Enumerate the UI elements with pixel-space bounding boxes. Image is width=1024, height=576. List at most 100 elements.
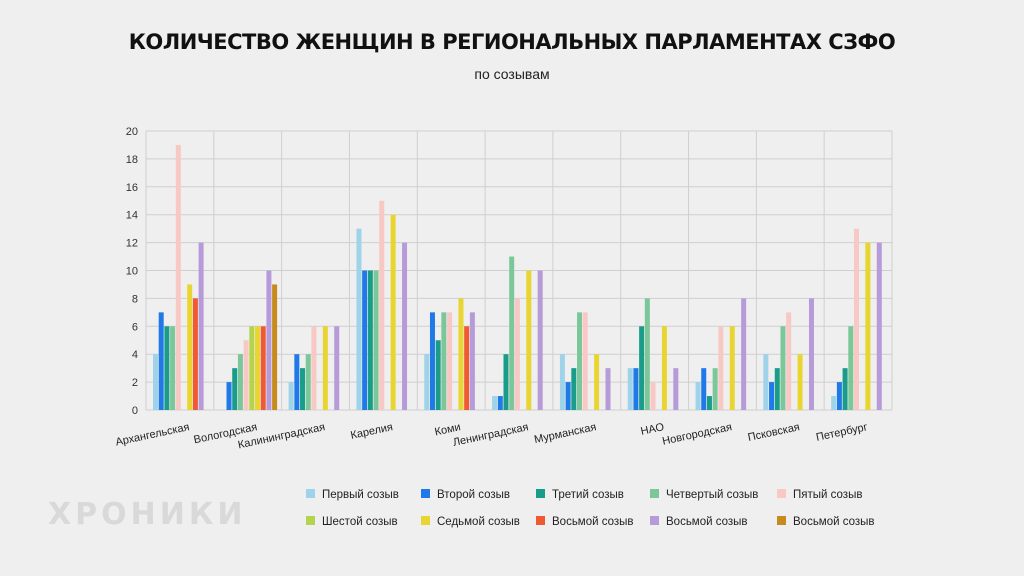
legend-label: Восьмой созыв: [666, 516, 748, 528]
y-tick-label: 12: [126, 238, 138, 250]
bar: [464, 326, 469, 410]
legend-swatch: [421, 516, 430, 525]
bar: [424, 354, 429, 410]
bar: [159, 312, 164, 410]
bar: [651, 382, 656, 410]
bar: [639, 326, 644, 410]
legend-label: Первый созыв: [322, 489, 399, 501]
legend-label: Седьмой созыв: [437, 516, 520, 528]
bar: [509, 257, 514, 410]
bar: [272, 284, 277, 410]
bar: [538, 271, 543, 411]
y-tick-label: 20: [126, 126, 138, 138]
bar: [227, 382, 232, 410]
bar: [786, 312, 791, 410]
bar: [300, 368, 305, 410]
y-tick-label: 8: [132, 293, 138, 305]
bar: [503, 354, 508, 410]
bar: [865, 243, 870, 410]
bar: [306, 354, 311, 410]
bar: [769, 382, 774, 410]
bar: [391, 215, 396, 410]
legend-swatch: [306, 516, 315, 525]
bar: [843, 368, 848, 410]
y-tick-label: 0: [132, 405, 138, 417]
legend-label: Третий созыв: [552, 489, 624, 501]
bar: [713, 368, 718, 410]
legend-label: Восьмой созыв: [552, 516, 634, 528]
bar: [606, 368, 611, 410]
bar: [854, 229, 859, 410]
bar: [187, 284, 192, 410]
y-axis-ticks: 02468101214161820: [126, 126, 138, 417]
x-tick-label: Ленинградская: [452, 421, 530, 449]
bar: [877, 243, 882, 410]
bar: [673, 368, 678, 410]
legend-label: Шестой созыв: [322, 516, 398, 528]
bar: [458, 298, 463, 410]
bar: [334, 326, 339, 410]
legend-label: Второй созыв: [437, 489, 510, 501]
bar: [470, 312, 475, 410]
bar: [374, 271, 379, 411]
bar-chart: 02468101214161820 Архангельская Вологодск…: [0, 0, 1024, 576]
bar: [498, 396, 503, 410]
bar: [718, 326, 723, 410]
legend-swatch: [536, 489, 545, 498]
bar: [249, 326, 254, 410]
x-tick-label: Карелия: [350, 421, 395, 442]
x-tick-label: Мурманская: [533, 421, 597, 446]
x-tick-label: Архангельская: [114, 421, 190, 448]
bars: [153, 145, 882, 410]
bar: [662, 326, 667, 410]
bar: [583, 312, 588, 410]
legend-label: Пятый созыв: [793, 489, 862, 501]
bar: [244, 340, 249, 410]
bar: [289, 382, 294, 410]
bar: [566, 382, 571, 410]
bar: [430, 312, 435, 410]
bar: [362, 271, 367, 411]
legend-swatch: [421, 489, 430, 498]
bar: [763, 354, 768, 410]
bar: [780, 326, 785, 410]
y-tick-label: 14: [126, 210, 138, 222]
legend-label: Восьмой созыв: [793, 516, 875, 528]
bar: [701, 368, 706, 410]
bar: [848, 326, 853, 410]
bar: [199, 243, 204, 410]
legend-swatch: [536, 516, 545, 525]
legend-swatch: [306, 489, 315, 498]
y-tick-label: 10: [126, 266, 138, 278]
bar: [594, 354, 599, 410]
legend-swatch: [777, 516, 786, 525]
bar: [311, 326, 316, 410]
bar: [645, 298, 650, 410]
legend-label: Четвертый созыв: [666, 489, 758, 501]
y-tick-label: 18: [126, 154, 138, 166]
bar: [831, 396, 836, 410]
bar: [232, 368, 237, 410]
bar: [323, 326, 328, 410]
bar: [402, 243, 407, 410]
bar: [238, 354, 243, 410]
y-tick-label: 4: [132, 349, 138, 361]
bar: [193, 298, 198, 410]
y-tick-label: 6: [132, 321, 138, 333]
legend-swatch: [650, 516, 659, 525]
bar: [266, 271, 271, 411]
bar: [261, 326, 266, 410]
bar: [436, 340, 441, 410]
bar: [798, 354, 803, 410]
bar: [447, 312, 452, 410]
x-tick-label: Новгородская: [661, 421, 733, 447]
x-axis-ticks: Архангельская ВологодскаяКалининградская К…: [114, 421, 868, 451]
legend-swatch: [650, 489, 659, 498]
bar: [492, 396, 497, 410]
bar: [577, 312, 582, 410]
bar: [741, 298, 746, 410]
bar: [696, 382, 701, 410]
bar: [837, 382, 842, 410]
x-tick-label: Псковская: [747, 421, 801, 444]
bar: [526, 271, 531, 411]
